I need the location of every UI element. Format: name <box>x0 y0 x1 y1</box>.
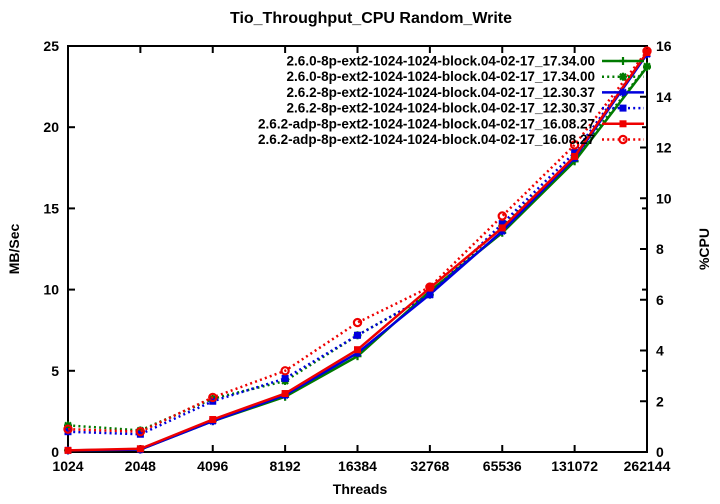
point-marker-square <box>643 48 651 56</box>
legend-entry: 2.6.0-8p-ext2-1024-1024-block.04-02-17_1… <box>287 69 644 84</box>
point-marker-square <box>426 291 434 299</box>
y-axis-label-left: MB/Sec <box>6 223 22 275</box>
point-marker-circle <box>63 424 73 434</box>
tick-label: 20 <box>43 119 59 135</box>
tick-label: 16384 <box>338 458 377 474</box>
point-marker-square <box>571 152 579 160</box>
point-marker-asterisk <box>619 88 627 97</box>
series-5-dotted <box>63 46 652 437</box>
point-marker-circle <box>497 211 507 221</box>
legend-entry: 2.6.2-8p-ext2-1024-1024-block.04-02-17_1… <box>287 101 644 116</box>
tick-label: 15 <box>43 200 59 216</box>
x-axis-ticks: 1024 2048 4096 8192 16384 32768 65536 131072 262… <box>52 46 671 474</box>
point-marker-square <box>281 390 289 398</box>
tick-label: 2048 <box>125 458 156 474</box>
point-marker-circle <box>425 282 435 292</box>
tick-label: 14 <box>656 89 672 105</box>
point-marker-circle <box>618 134 628 145</box>
tick-label: 4096 <box>197 458 228 474</box>
chart-title: Tio_Throughput_CPU Random_Write <box>229 10 513 27</box>
tick-label: 0 <box>51 444 59 460</box>
y-right-ticks: 0 2 4 6 8 10 12 14 16 <box>640 38 672 460</box>
legend-entry: 2.6.2-8p-ext2-1024-1024-block.04-02-17_1… <box>287 85 644 100</box>
tick-label: 10 <box>656 190 672 206</box>
point-marker-circle <box>352 317 363 328</box>
point-marker-circle <box>280 366 290 376</box>
tick-label: 0 <box>656 444 664 460</box>
point-marker-circle <box>135 427 146 437</box>
tick-label: 1024 <box>52 458 83 474</box>
point-marker-square <box>354 331 361 339</box>
tick-label: 4 <box>656 343 664 359</box>
tick-label: 2.6.0-8p-ext2-1024-1024-block.04-02-17_1… <box>287 69 595 84</box>
point-marker-square <box>136 445 144 453</box>
point-marker-square <box>281 374 289 382</box>
tick-label: 6 <box>656 292 664 308</box>
tick-label: 16 <box>656 38 672 54</box>
point-marker-star <box>619 72 627 81</box>
tick-label: 5 <box>51 363 59 379</box>
tick-label: 2.6.2-adp-8p-ext2-1024-1024-block.04-02-… <box>258 116 595 131</box>
y-axis-label-right: %CPU <box>696 228 712 271</box>
point-marker-square <box>498 224 506 232</box>
tick-label: 2.6.2-8p-ext2-1024-1024-block.04-02-17_1… <box>287 85 595 100</box>
tick-label: 32768 <box>410 458 449 474</box>
tick-label: 8 <box>656 241 664 257</box>
tick-label: 2.6.0-8p-ext2-1024-1024-block.04-02-17_1… <box>287 54 595 69</box>
tick-label: 25 <box>43 38 59 54</box>
y-left-ticks: 0 5 10 15 20 25 <box>43 38 647 460</box>
tick-label: 10 <box>43 282 59 298</box>
point-marker-square <box>354 346 361 354</box>
tick-label: 2.6.2-adp-8p-ext2-1024-1024-block.04-02-… <box>258 132 595 147</box>
point-marker-circle <box>208 392 218 403</box>
point-marker-plus <box>619 57 627 65</box>
tick-label: 2.6.2-8p-ext2-1024-1024-block.04-02-17_1… <box>287 101 595 116</box>
tick-label: 262144 <box>624 458 671 474</box>
x-axis-label: Threads <box>332 481 388 497</box>
tick-label: 8192 <box>270 458 301 474</box>
legend: 2.6.0-8p-ext2-1024-1024-block.04-02-17_1… <box>258 54 644 147</box>
point-marker-square <box>209 416 217 424</box>
point-marker-square <box>619 120 627 128</box>
point-marker-square <box>498 220 506 228</box>
legend-entry: 2.6.2-adp-8p-ext2-1024-1024-block.04-02-… <box>258 132 644 147</box>
point-marker-square <box>571 149 579 157</box>
point-marker-star <box>643 62 651 71</box>
point-marker-square <box>619 104 627 112</box>
legend-entry: 2.6.2-adp-8p-ext2-1024-1024-block.04-02-… <box>258 116 644 131</box>
tick-label: 12 <box>656 140 672 156</box>
tick-label: 131072 <box>551 458 598 474</box>
point-marker-square <box>64 446 72 454</box>
tick-label: 2 <box>656 393 664 409</box>
legend-entry: 2.6.0-8p-ext2-1024-1024-block.04-02-17_1… <box>287 54 644 69</box>
point-marker-circle <box>569 140 580 150</box>
point-marker-circle <box>642 46 652 56</box>
tick-label: 65536 <box>483 458 522 474</box>
